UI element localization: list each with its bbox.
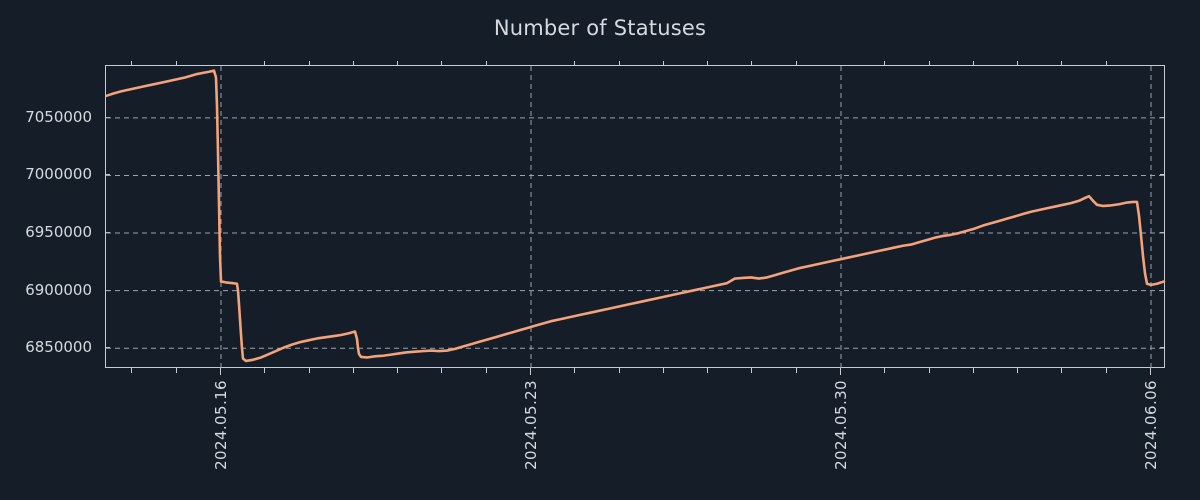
x-tick-mark-minor — [707, 61, 709, 66]
y-tick-mark — [1160, 289, 1165, 291]
x-tick-mark-minor — [264, 61, 266, 66]
x-tick-mark-minor — [397, 368, 399, 373]
y-tick-label: 6850000 — [25, 338, 92, 357]
x-tick-mark-minor — [662, 61, 664, 66]
x-tick-mark-minor — [972, 61, 974, 66]
x-tick-mark-minor — [751, 368, 753, 373]
data-series-lines — [106, 69, 1166, 363]
x-tick-mark-minor — [574, 368, 576, 373]
x-tick-mark-minor — [1061, 368, 1063, 373]
x-tick-mark-minor — [264, 368, 266, 373]
x-tick-mark-minor — [618, 368, 620, 373]
y-tick-label: 6900000 — [25, 280, 92, 299]
x-tick-mark-minor — [308, 61, 310, 66]
x-tick-mark-major — [840, 368, 841, 375]
x-tick-mark-minor — [972, 368, 974, 373]
y-tick-label: 7000000 — [25, 165, 92, 184]
data-line-series — [106, 69, 1166, 363]
x-tick-mark-minor — [795, 368, 797, 373]
x-tick-mark-minor — [884, 368, 886, 373]
x-tick-mark-minor — [928, 61, 930, 66]
y-tick-mark — [1160, 232, 1165, 234]
x-tick-mark-minor — [175, 61, 177, 66]
y-tick-label: 7050000 — [25, 107, 92, 126]
x-tick-mark-minor — [1105, 61, 1107, 66]
x-tick-mark-minor — [1017, 368, 1019, 373]
x-tick-label: 2024.05.23 — [522, 380, 540, 470]
x-tick-mark-minor — [707, 368, 709, 373]
x-tick-mark-minor — [795, 61, 797, 66]
x-tick-label: 2024.05.16 — [212, 380, 230, 470]
y-tick-mark — [105, 174, 110, 176]
y-tick-mark — [1160, 174, 1165, 176]
x-tick-mark-minor — [441, 61, 443, 66]
plot-area — [105, 65, 1166, 369]
x-tick-mark-minor — [397, 61, 399, 66]
x-tick-mark-minor — [1105, 368, 1107, 373]
x-tick-mark-minor — [131, 61, 133, 66]
x-tick-mark-minor — [1017, 61, 1019, 66]
y-tick-mark — [105, 116, 110, 118]
y-tick-mark — [105, 232, 110, 234]
x-tick-mark-minor — [175, 368, 177, 373]
grid-lines — [106, 66, 1166, 369]
x-tick-mark-minor — [131, 368, 133, 373]
x-tick-mark-minor — [352, 368, 354, 373]
x-tick-mark-major — [220, 368, 221, 375]
y-tick-mark — [105, 289, 110, 291]
x-tick-mark-minor — [485, 61, 487, 66]
x-tick-mark-minor — [662, 368, 664, 373]
y-tick-mark — [1160, 116, 1165, 118]
x-tick-label: 2024.05.30 — [832, 380, 850, 470]
x-tick-mark-minor — [352, 61, 354, 66]
plot-canvas — [106, 66, 1166, 369]
x-tick-mark-minor — [1061, 61, 1063, 66]
x-tick-label: 2024.06.06 — [1142, 380, 1160, 470]
x-tick-mark-minor — [441, 368, 443, 373]
x-tick-mark-minor — [751, 61, 753, 66]
x-tick-mark-minor — [574, 61, 576, 66]
chart-title: Number of Statuses — [493, 16, 707, 40]
x-tick-mark-minor — [884, 61, 886, 66]
y-tick-mark — [1160, 347, 1165, 349]
y-tick-label: 6950000 — [25, 223, 92, 242]
y-tick-mark — [105, 347, 110, 349]
x-tick-mark-minor — [618, 61, 620, 66]
x-tick-mark-major — [1150, 368, 1151, 375]
x-tick-mark-minor — [485, 368, 487, 373]
x-tick-mark-minor — [308, 368, 310, 373]
x-tick-mark-major — [530, 368, 531, 375]
x-tick-mark-minor — [928, 368, 930, 373]
